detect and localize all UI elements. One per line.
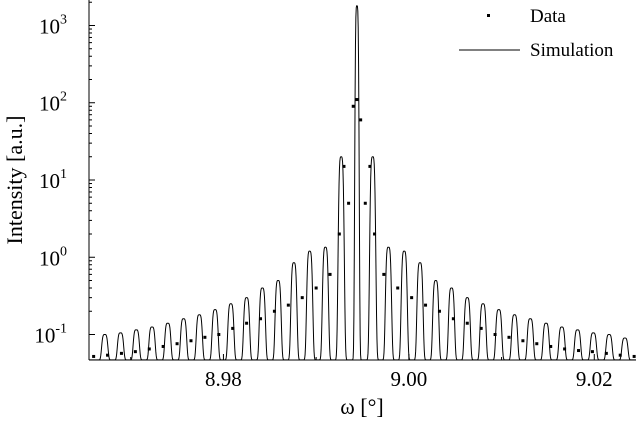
data-point <box>507 335 511 339</box>
data-point <box>217 333 221 337</box>
legend-simulation-label: Simulation <box>530 40 614 61</box>
y-tick-exponent: 3 <box>60 12 67 27</box>
y-tick-label: 100 <box>39 244 67 270</box>
x-axis-title: ω [°] <box>340 394 383 419</box>
x-tick-label: 9.00 <box>390 367 427 391</box>
data-point <box>92 354 96 358</box>
y-tick-exponent: 0 <box>60 244 67 259</box>
data-point <box>618 353 622 357</box>
data-point <box>563 347 567 351</box>
data-point <box>521 339 525 343</box>
data-point <box>161 344 165 348</box>
data-point <box>632 354 636 358</box>
data-point <box>437 309 441 313</box>
data-point <box>451 317 455 321</box>
y-tick-label: 102 <box>39 90 67 116</box>
data-point <box>203 335 207 339</box>
x-axis-ticks: 8.98 9.00 9.02 <box>130 354 613 391</box>
data-point <box>465 321 469 325</box>
data-series <box>92 98 636 358</box>
data-point <box>342 164 346 168</box>
data-point <box>535 342 539 346</box>
data-point <box>363 201 367 205</box>
data-point <box>410 296 414 300</box>
y-tick-exponent: -1 <box>55 322 67 337</box>
data-point <box>493 333 497 337</box>
y-axis-title: Intensity [a.u.] <box>2 116 27 245</box>
data-point <box>133 350 137 354</box>
data-point <box>347 201 351 205</box>
data-point <box>590 350 594 354</box>
data-point <box>231 326 235 330</box>
y-tick-label: 101 <box>39 167 67 193</box>
data-point <box>577 349 581 353</box>
data-point <box>272 309 276 313</box>
data-point <box>337 232 341 236</box>
data-point <box>189 339 193 343</box>
data-point <box>245 321 249 325</box>
data-point <box>351 104 355 108</box>
data-point <box>424 303 428 307</box>
data-point <box>314 286 318 290</box>
data-point <box>382 272 386 276</box>
data-point <box>328 272 332 276</box>
data-point <box>373 232 377 236</box>
data-point <box>549 344 553 348</box>
legend: Data Simulation <box>459 6 614 61</box>
data-point <box>479 326 483 330</box>
y-tick-exponent: 2 <box>60 90 67 105</box>
y-tick-label: 10-1 <box>34 322 67 348</box>
x-tick-label: 8.98 <box>205 367 242 391</box>
legend-data-label: Data <box>530 6 566 27</box>
data-point <box>359 118 363 122</box>
data-point <box>368 164 372 168</box>
data-point <box>147 347 151 351</box>
data-point <box>175 342 179 346</box>
legend-data-marker <box>487 14 490 17</box>
data-point <box>396 286 400 290</box>
x-tick-label: 9.02 <box>576 367 613 391</box>
y-tick-exponent: 1 <box>60 167 67 182</box>
data-point <box>119 351 123 355</box>
data-point <box>106 353 110 357</box>
data-point <box>259 317 263 321</box>
y-tick-label: 103 <box>39 12 67 38</box>
data-point <box>300 296 304 300</box>
data-point <box>604 351 608 355</box>
data-point <box>355 98 359 102</box>
data-point <box>286 303 290 307</box>
